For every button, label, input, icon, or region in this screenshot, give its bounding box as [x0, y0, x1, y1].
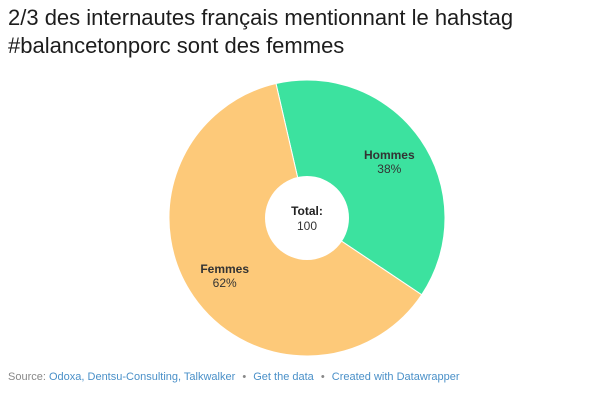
slice-value-hommes: 38%: [377, 162, 401, 176]
donut-hole: [265, 176, 349, 260]
chart-title: 2/3 des internautes français mentionnant…: [8, 5, 514, 58]
created-with-link[interactable]: Created with Datawrapper: [331, 371, 460, 383]
chart-footer: Source: Odoxa, Dentsu-Consulting, Talkwa…: [8, 370, 460, 384]
slice-value-femmes: 62%: [213, 276, 237, 290]
slice-label-femmes: Femmes: [200, 262, 249, 276]
center-total-label: Total:: [291, 204, 323, 218]
footer-separator: •: [320, 371, 325, 383]
footer-separator: •: [242, 371, 247, 383]
get-data-link[interactable]: Get the data: [253, 371, 314, 383]
slice-hommes: [275, 79, 446, 296]
source-link[interactable]: Odoxa, Dentsu-Consulting, Talkwalker: [48, 371, 236, 383]
slice-label-hommes: Hommes: [364, 148, 415, 162]
source-prefix: Source:: [8, 371, 46, 383]
center-total-value: 100: [297, 219, 317, 233]
